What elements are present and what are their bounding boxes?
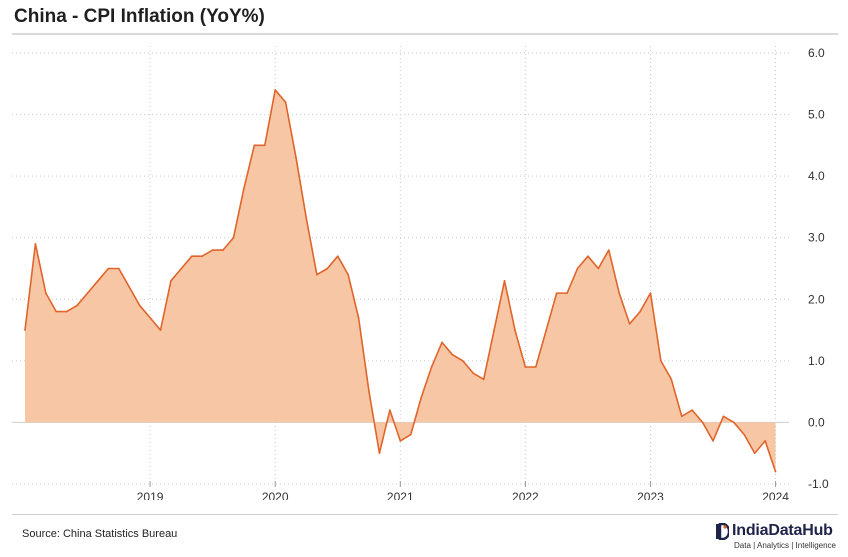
data-point — [430, 366, 433, 368]
data-point — [691, 409, 693, 411]
data-point — [55, 310, 58, 313]
series-area — [25, 89, 776, 472]
y-tick-label: 6.0 — [808, 46, 825, 60]
area-layer — [24, 89, 777, 473]
x-tick-label: 2021 — [387, 490, 414, 500]
data-point — [576, 267, 579, 270]
axis-labels: 6.0 5.0 4.0 3.0 2.0 1.0 0.0 -1.0 2019 2020 2021 202… — [137, 46, 829, 500]
data-point — [701, 421, 704, 424]
data-point — [628, 323, 631, 325]
data-point — [274, 89, 276, 91]
data-point — [253, 144, 256, 147]
footer-divider — [12, 514, 838, 515]
data-point — [399, 440, 402, 442]
data-point — [138, 304, 141, 307]
data-point — [389, 409, 391, 411]
data-point — [597, 267, 600, 270]
data-point — [607, 249, 610, 251]
data-point — [305, 218, 308, 221]
cpi-area-chart: 6.0 5.0 4.0 3.0 2.0 1.0 0.0 -1.0 2019 2020 2021 202… — [12, 46, 829, 500]
y-tick-label: 1.0 — [808, 354, 825, 368]
title-divider — [12, 33, 838, 35]
data-point — [368, 390, 370, 393]
brand-name: IndiaDataHub — [732, 522, 833, 539]
data-point — [378, 452, 381, 455]
data-point — [107, 267, 110, 270]
data-point — [243, 187, 245, 190]
y-tick-label: 4.0 — [808, 169, 825, 183]
chart-title: China - CPI Inflation (YoY%) — [14, 6, 265, 27]
data-point — [545, 329, 548, 331]
data-point — [347, 273, 349, 276]
data-point — [493, 329, 495, 331]
data-point — [180, 267, 183, 270]
y-tick-label: -1.0 — [808, 477, 829, 491]
data-point — [76, 304, 78, 307]
data-point — [733, 421, 735, 424]
brand-logo: IndiaDataHub Data | Analytics | Intellig… — [716, 522, 836, 550]
data-point — [159, 329, 162, 331]
data-point — [535, 366, 537, 368]
data-point — [149, 316, 151, 319]
data-point — [232, 236, 235, 239]
data-point — [566, 292, 568, 294]
data-point — [284, 101, 287, 104]
data-point — [524, 366, 527, 368]
data-point — [660, 360, 662, 362]
data-point — [409, 433, 412, 436]
data-point — [65, 310, 68, 313]
data-point — [722, 415, 725, 418]
data-point — [753, 452, 756, 455]
data-point — [420, 397, 422, 399]
data-point — [774, 470, 777, 473]
data-point — [555, 292, 558, 294]
brand-tagline: Data | Analytics | Intelligence — [734, 541, 836, 550]
india-data-hub-logo-icon — [716, 522, 731, 540]
x-tick-label: 2024 — [762, 490, 789, 500]
data-point — [649, 292, 652, 294]
data-point — [24, 329, 26, 331]
data-point — [441, 341, 443, 344]
data-point — [680, 415, 683, 418]
data-point — [201, 255, 204, 257]
data-point — [712, 440, 714, 442]
y-tick-label: 2.0 — [808, 292, 825, 306]
data-point — [336, 255, 339, 257]
data-point — [670, 378, 673, 381]
data-point — [170, 280, 172, 282]
x-tick-label: 2022 — [512, 490, 539, 500]
data-point — [326, 267, 329, 270]
data-point — [190, 255, 193, 257]
data-point — [472, 372, 475, 374]
data-point — [222, 249, 224, 251]
data-point — [128, 286, 131, 288]
y-tick-label: 0.0 — [808, 415, 825, 429]
data-point — [482, 378, 485, 381]
x-tick-label: 2019 — [137, 490, 164, 500]
data-point — [451, 353, 454, 356]
x-tick-label: 2023 — [637, 490, 664, 500]
y-tick-label: 3.0 — [808, 231, 825, 245]
source-note: Source: China Statistics Bureau — [22, 528, 178, 540]
data-point — [514, 329, 516, 331]
data-point — [462, 360, 464, 362]
data-point — [764, 440, 766, 442]
data-point — [316, 273, 318, 276]
y-tick-label: 5.0 — [808, 108, 825, 122]
data-point — [743, 433, 746, 436]
x-tick-label: 2020 — [262, 490, 289, 500]
data-point — [295, 156, 297, 159]
data-point — [618, 292, 621, 294]
data-point — [118, 267, 120, 270]
data-point — [357, 316, 360, 319]
data-point — [34, 243, 37, 245]
data-point — [45, 292, 47, 294]
data-point — [263, 144, 266, 147]
data-point — [639, 310, 641, 313]
data-point — [86, 292, 89, 294]
data-point — [97, 280, 99, 282]
data-point — [211, 249, 214, 251]
data-point — [587, 255, 589, 257]
data-point — [503, 280, 506, 282]
